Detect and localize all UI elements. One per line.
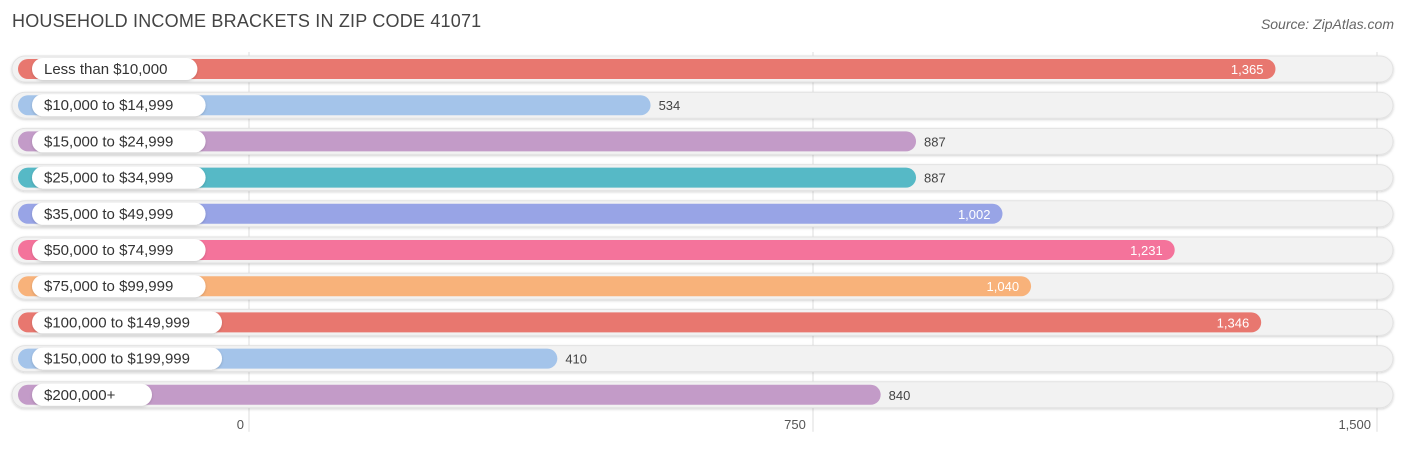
bar-row: $25,000 to $34,999 887 — [11, 164, 1394, 192]
bar — [18, 384, 881, 405]
bar-row: Less than $10,000 1,365 — [11, 55, 1394, 83]
bar-row: $75,000 to $99,999 1,040 — [11, 272, 1394, 300]
category-pill — [32, 166, 206, 189]
category-label: $50,000 to $74,999 — [44, 242, 173, 259]
bar — [18, 240, 1175, 260]
tick-label: 0 — [237, 417, 244, 432]
chart-title: HOUSEHOLD INCOME BRACKETS IN ZIP CODE 41… — [12, 11, 482, 31]
category-label: $75,000 to $99,999 — [44, 278, 173, 295]
value-label: 1,040 — [987, 279, 1020, 294]
bar-row: $200,000+ 840 — [11, 381, 1394, 409]
category-label: $150,000 to $199,999 — [44, 351, 190, 368]
bar-row: $150,000 to $199,999 410 — [11, 345, 1394, 373]
bar — [18, 203, 1003, 224]
bar — [18, 312, 1262, 333]
bar-row: $15,000 to $24,999 887 — [11, 127, 1394, 155]
category-pill — [32, 58, 198, 80]
category-pill — [32, 275, 206, 298]
category-pill — [32, 94, 206, 117]
tick-label: 750 — [784, 417, 806, 432]
value-label: 887 — [924, 134, 946, 149]
category-label: $35,000 to $49,999 — [44, 206, 173, 223]
category-pill — [32, 347, 222, 370]
value-label: 1,365 — [1231, 62, 1264, 77]
value-label: 1,002 — [958, 207, 991, 222]
bar — [18, 59, 1276, 79]
value-label: 887 — [924, 171, 946, 186]
bar-row: $10,000 to $14,999 534 — [11, 91, 1394, 119]
value-label: 1,231 — [1130, 243, 1163, 258]
bar — [18, 131, 917, 152]
category-pill — [32, 383, 152, 406]
value-label: 410 — [565, 352, 587, 367]
category-pill — [32, 311, 222, 334]
category-pill — [32, 202, 206, 225]
bar-row: $100,000 to $149,999 1,346 — [11, 308, 1394, 336]
bar — [18, 276, 1032, 297]
value-label: 1,346 — [1217, 315, 1250, 330]
category-label: $15,000 to $24,999 — [44, 133, 173, 150]
category-label: Less than $10,000 — [44, 61, 167, 78]
category-label: $25,000 to $34,999 — [44, 170, 173, 187]
bar — [18, 167, 917, 188]
category-label: $10,000 to $14,999 — [44, 97, 173, 114]
bar-row: $35,000 to $49,999 1,002 — [11, 200, 1394, 228]
category-label: $100,000 to $149,999 — [44, 314, 190, 331]
tick-label: 1,500 — [1338, 417, 1371, 432]
source-label: Source: ZipAtlas.com — [1260, 16, 1394, 32]
category-pill — [32, 130, 206, 153]
category-label: $200,000+ — [44, 387, 116, 404]
value-label: 534 — [659, 98, 681, 113]
category-pill — [32, 239, 206, 261]
bar-row: $50,000 to $74,999 1,231 — [11, 236, 1394, 264]
value-label: 840 — [889, 388, 911, 403]
